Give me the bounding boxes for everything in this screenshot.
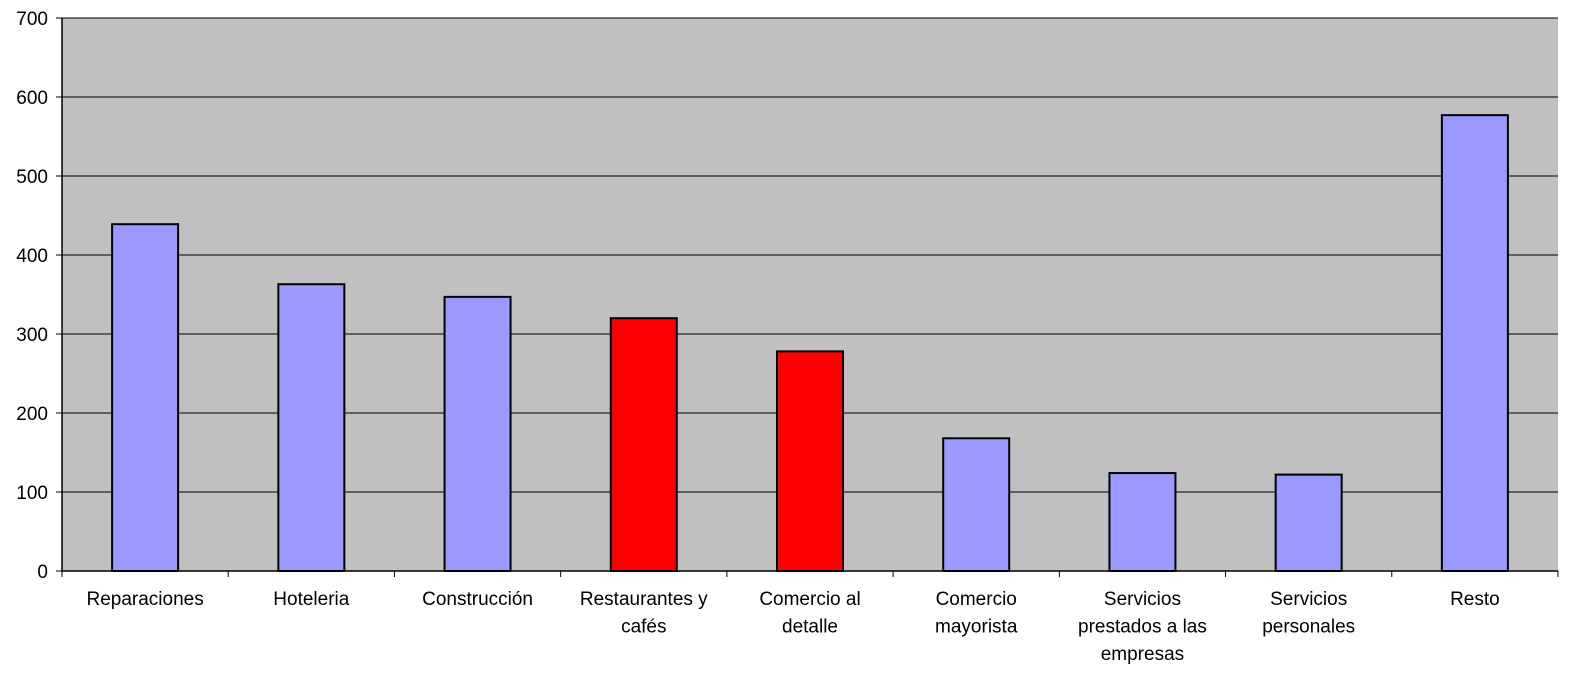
bar-1 <box>277 283 346 572</box>
x-tick-labels: Reparaciones Hoteleria Construcción Restaur… <box>86 589 1499 665</box>
y-tick-label: 400 <box>16 246 48 267</box>
x-tick-label-line: Servicios <box>1270 589 1347 610</box>
x-tick-label: Comercio mayorista <box>935 589 1018 638</box>
x-tick-label-line: Hoteleria <box>273 589 349 610</box>
x-tick-label-line: Restaurantes y <box>580 589 708 610</box>
y-tick-labels: 0 100 200 300 400 500 600 700 <box>16 9 48 583</box>
y-tick-label: 100 <box>16 483 48 504</box>
axes <box>56 17 1559 577</box>
x-tick-label: Servicios personales <box>1262 589 1355 638</box>
bar-4 <box>776 350 844 572</box>
x-tick-label: Resto <box>1450 589 1500 610</box>
x-tick-label-line: Construcción <box>422 589 533 610</box>
x-tick-label-line: Reparaciones <box>86 589 203 610</box>
x-tick-label-line: cafés <box>621 617 666 638</box>
bar-0 <box>111 223 180 572</box>
x-tick-label-line: Comercio <box>936 589 1017 610</box>
y-tick-label: 0 <box>37 562 48 583</box>
bar-5 <box>942 437 1011 572</box>
x-tick-label-line: detalle <box>782 617 838 638</box>
bar-6 <box>1108 472 1177 573</box>
y-tick-label: 600 <box>16 88 48 109</box>
y-tick-label: 700 <box>16 9 48 30</box>
bar-2 <box>443 295 512 572</box>
x-tick-label: Hoteleria <box>273 589 349 610</box>
x-tick-label-line: mayorista <box>935 617 1018 638</box>
x-tick-label-line: prestados a las <box>1078 617 1207 638</box>
x-tick-label-line: Resto <box>1450 589 1500 610</box>
x-tick-label: Servicios prestados a las empresas <box>1078 589 1207 665</box>
x-tick-label: Restaurantes y cafés <box>580 589 708 638</box>
bar-8 <box>1440 114 1509 572</box>
bar-3 <box>609 317 678 573</box>
x-tick-label-line: personales <box>1262 617 1355 638</box>
y-tick-label: 300 <box>16 325 48 346</box>
x-tick-label: Reparaciones <box>86 589 203 610</box>
x-tick-label-line: Comercio al <box>759 589 860 610</box>
x-tick-label: Comercio al detalle <box>759 589 860 638</box>
bar-7 <box>1274 473 1343 572</box>
y-tick-label: 500 <box>16 167 48 188</box>
y-tick-label: 200 <box>16 404 48 425</box>
x-tick-label-line: Servicios <box>1104 589 1181 610</box>
x-tick-label: Construcción <box>422 589 533 610</box>
x-tick-label-line: empresas <box>1101 644 1184 665</box>
